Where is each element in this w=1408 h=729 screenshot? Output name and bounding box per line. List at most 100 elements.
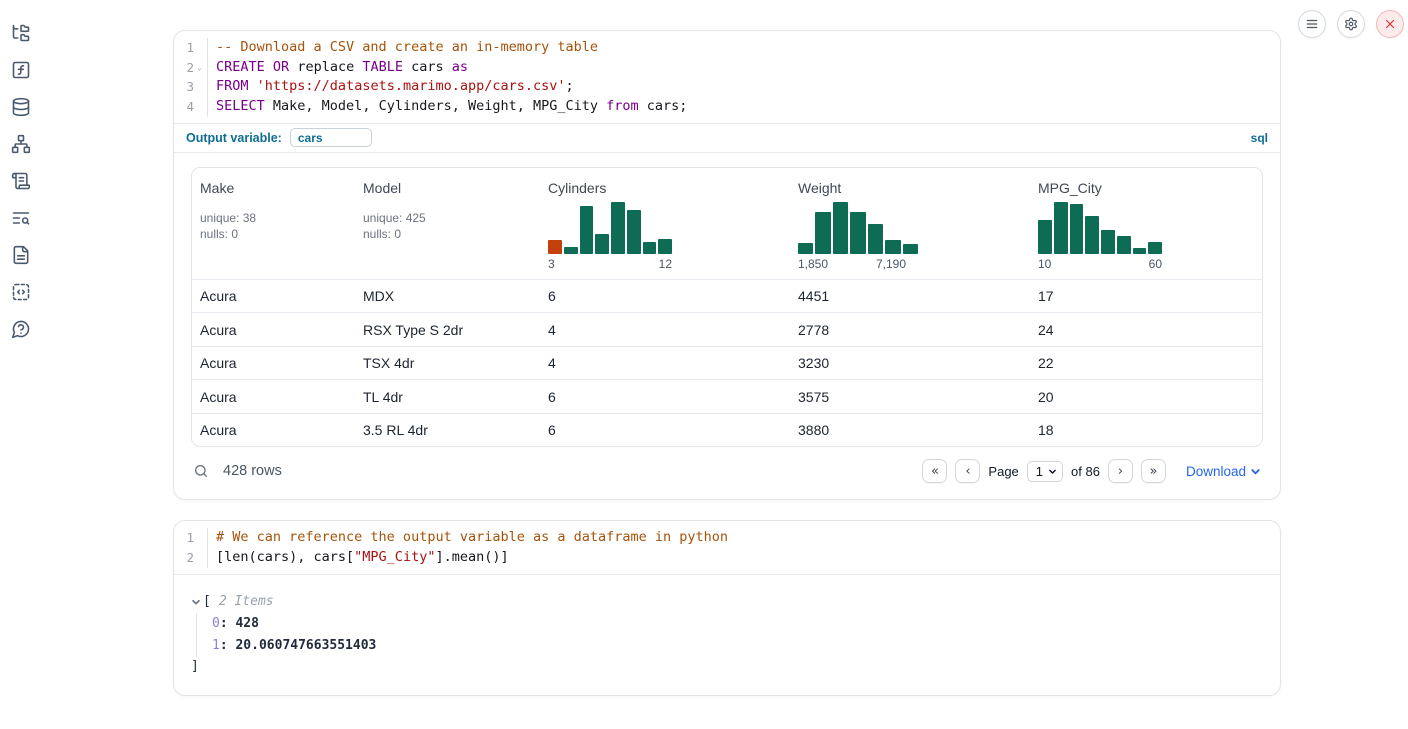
table-cell: MDX xyxy=(363,288,395,305)
language-badge: sql xyxy=(1250,130,1268,145)
table-row[interactable]: Acura 3.5 RL 4dr 6 3880 18 xyxy=(192,412,1262,447)
code-line[interactable]: 1 -- Download a CSV and create an in-memo… xyxy=(174,38,1280,58)
table-cell: 6 xyxy=(548,422,556,439)
histogram-bar xyxy=(1148,242,1162,254)
datasources-icon[interactable] xyxy=(11,96,32,117)
window-controls xyxy=(1298,10,1404,38)
hamburger-icon xyxy=(1306,19,1318,29)
fold-chevron-icon[interactable]: ⌄ xyxy=(197,62,202,72)
logs-icon[interactable] xyxy=(11,207,32,228)
documentation-icon[interactable] xyxy=(11,244,32,265)
code-line[interactable]: 1 # We can reference the output variable … xyxy=(174,528,1280,549)
first-page-button[interactable]: « xyxy=(922,459,948,484)
code-line[interactable]: 3 FROM 'https://datasets.marimo.app/cars.… xyxy=(174,77,1280,98)
histogram-bar xyxy=(1069,204,1084,254)
page-of-label: of 86 xyxy=(1071,463,1100,479)
pagination: « ‹ Page 1 of 86 › » Download xyxy=(922,459,1261,484)
scratchpad-icon[interactable] xyxy=(11,170,32,191)
column-histogram[interactable]: 3 12 xyxy=(548,201,672,271)
table-cell: 20 xyxy=(1038,388,1054,405)
code-text: [len(cars), cars["MPG_City"].mean()] xyxy=(216,549,509,566)
prev-page-button[interactable]: ‹ xyxy=(955,459,981,484)
sql-output-area: Make unique: 38 nulls: 0 Model unique: 425 nu… xyxy=(174,153,1280,500)
gear-icon xyxy=(1345,17,1357,31)
notebook-area: 1 -- Download a CSV and create an in-memo… xyxy=(173,0,1281,696)
code-line[interactable]: 2 ⌄ CREATE OR replace TABLE cars as xyxy=(174,57,1280,78)
histogram-bar xyxy=(1101,230,1115,254)
download-button[interactable]: Download xyxy=(1186,464,1261,479)
column-header[interactable]: MPG_City 10 60 xyxy=(1030,168,1262,279)
table-cell: TSX 4dr xyxy=(363,355,415,372)
table-row[interactable]: Acura TL 4dr 6 3575 20 xyxy=(192,379,1262,413)
histogram-axis-labels: 3 12 xyxy=(548,256,672,271)
output-variable-row: Output variable: sql xyxy=(174,124,1280,152)
tree-items-count: 2 Items xyxy=(218,593,274,609)
table-row[interactable]: Acura MDX 6 4451 17 xyxy=(192,278,1262,313)
dependency-graph-icon[interactable] xyxy=(11,133,32,154)
sql-cell: 1 -- Download a CSV and create an in-memo… xyxy=(173,30,1281,501)
close-icon xyxy=(1385,19,1395,29)
histogram-bar xyxy=(548,240,562,254)
histogram-bar xyxy=(658,238,672,254)
chevron-down-icon xyxy=(1049,469,1056,474)
code-line[interactable]: 4 SELECT Make, Model, Cylinders, Weight, … xyxy=(174,97,1280,117)
output-variable-input[interactable] xyxy=(289,128,372,148)
row-count: 428 rows xyxy=(223,463,282,480)
table-cell: 2778 xyxy=(798,321,830,338)
table-search-button[interactable]: 428 rows xyxy=(193,463,282,479)
column-histogram[interactable]: 1,850 7,190 xyxy=(798,201,918,271)
table-cell: TL 4dr xyxy=(363,388,403,405)
settings-button[interactable] xyxy=(1337,10,1365,38)
python-output-area: [ 2 Items 0: 428 1: 20.060747663551403 ] xyxy=(174,575,1280,695)
code-line[interactable]: 2 [len(cars), cars["MPG_City"].mean()] xyxy=(174,548,1280,568)
histogram-bar xyxy=(579,205,594,254)
code-text: SELECT Make, Model, Cylinders, Weight, M… xyxy=(216,98,688,115)
snippets-icon[interactable] xyxy=(11,281,32,302)
column-title: Cylinders xyxy=(548,179,607,196)
menu-button[interactable] xyxy=(1298,10,1326,38)
file-tree-icon[interactable] xyxy=(11,22,32,43)
close-button[interactable] xyxy=(1376,10,1404,38)
table-row[interactable]: Acura TSX 4dr 4 3230 22 xyxy=(192,345,1262,380)
line-number: 2 xyxy=(174,548,208,568)
column-header[interactable]: Cylinders 3 12 xyxy=(540,168,790,279)
table-header-row: Make unique: 38 nulls: 0 Model unique: 425 nu… xyxy=(192,168,1262,279)
tree-children: 0: 428 1: 20.060747663551403 xyxy=(196,612,1263,657)
table-row[interactable]: Acura RSX Type S 2dr 4 2778 24 xyxy=(192,312,1262,346)
data-table: Make unique: 38 nulls: 0 Model unique: 425 nu… xyxy=(191,166,1263,448)
search-icon xyxy=(195,465,207,478)
python-code-editor[interactable]: 1 # We can reference the output variable … xyxy=(174,521,1280,573)
column-histogram[interactable]: 10 60 xyxy=(1038,201,1162,271)
column-header[interactable]: Weight 1,850 7,190 xyxy=(790,168,1030,279)
histogram-bar xyxy=(867,223,884,254)
output-variable-label: Output variable: xyxy=(186,130,282,145)
code-text: -- Download a CSV and create an in-memor… xyxy=(216,39,599,55)
sql-code-editor[interactable]: 1 -- Download a CSV and create an in-memo… xyxy=(174,31,1280,123)
variables-icon[interactable] xyxy=(11,59,32,80)
code-text: CREATE OR replace TABLE cars as xyxy=(216,58,469,75)
table-cell: 6 xyxy=(548,388,556,405)
last-page-button[interactable]: » xyxy=(1140,459,1166,484)
page-select[interactable]: 1 xyxy=(1026,460,1064,482)
page-label: Page xyxy=(988,463,1019,479)
table-cell: Acura xyxy=(200,288,237,305)
column-title: Weight xyxy=(798,179,842,196)
chevron-down-icon[interactable] xyxy=(191,597,201,607)
table-cell: 18 xyxy=(1038,422,1054,439)
tree-entry[interactable]: 1: 20.060747663551403 xyxy=(212,637,377,653)
column-header[interactable]: Model unique: 425 nulls: 0 xyxy=(355,168,540,279)
histogram-bar xyxy=(563,247,578,254)
histogram-bar xyxy=(815,211,831,254)
tree-close-bracket: ] xyxy=(191,658,199,674)
sidebar-panel xyxy=(0,0,42,729)
divider xyxy=(174,122,1280,124)
help-icon[interactable] xyxy=(11,318,32,339)
tree-entry[interactable]: 0: 428 xyxy=(212,615,259,631)
line-number: 1 xyxy=(174,528,208,549)
column-header[interactable]: Make unique: 38 nulls: 0 xyxy=(192,168,355,279)
code-text: # We can reference the output variable a… xyxy=(216,529,729,546)
download-label: Download xyxy=(1185,463,1246,479)
next-page-button[interactable]: › xyxy=(1107,459,1133,484)
line-number: 3 xyxy=(174,77,208,98)
column-stats: unique: 38 nulls: 0 xyxy=(200,210,257,242)
